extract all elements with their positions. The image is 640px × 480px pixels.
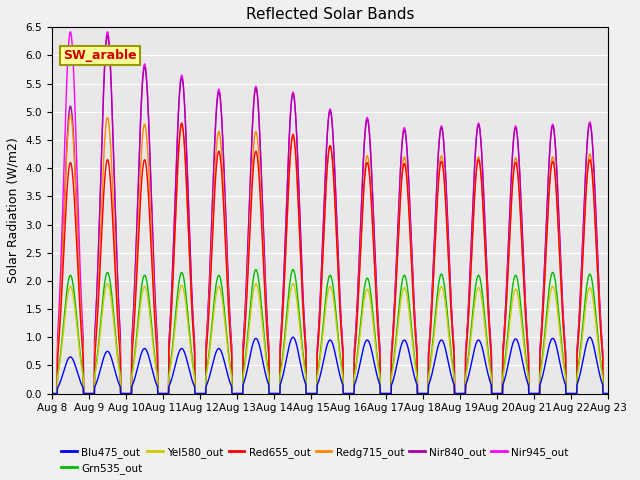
Nir840_out: [492, 391, 500, 396]
Red655_out: [178, 120, 186, 126]
Blu475_out: [203, 382, 211, 387]
Blu475_out: [556, 356, 563, 362]
Yel580_out: [604, 391, 612, 396]
Nir945_out: [604, 391, 612, 396]
Grn535_out: [492, 391, 500, 396]
Line: Nir945_out: Nir945_out: [52, 32, 608, 394]
Blu475_out: [48, 391, 56, 396]
Yel580_out: [48, 391, 56, 396]
Grn535_out: [203, 366, 211, 372]
Nir840_out: [104, 33, 111, 38]
Yel580_out: [571, 391, 579, 396]
Redg715_out: [492, 391, 500, 396]
Grn535_out: [346, 391, 354, 396]
Title: Reflected Solar Bands: Reflected Solar Bands: [246, 7, 414, 22]
Nir840_out: [204, 324, 211, 330]
Nir840_out: [571, 391, 579, 396]
Nir840_out: [48, 391, 56, 396]
Blu475_out: [571, 391, 579, 396]
Redg715_out: [571, 391, 579, 396]
Nir945_out: [571, 391, 579, 396]
Nir840_out: [346, 391, 354, 396]
Legend: Blu475_out, Grn535_out, Yel580_out, Red655_out, Redg715_out, Nir840_out, Nir945_: Blu475_out, Grn535_out, Yel580_out, Red6…: [57, 443, 573, 478]
Yel580_out: [204, 367, 211, 373]
Grn535_out: [556, 314, 563, 320]
Yel580_out: [556, 324, 563, 329]
Red655_out: [204, 337, 211, 343]
Blu475_out: [492, 391, 500, 396]
Yel580_out: [346, 391, 354, 396]
Nir945_out: [556, 222, 563, 228]
Red655_out: [556, 245, 563, 251]
Redg715_out: [346, 391, 354, 396]
Red655_out: [604, 391, 612, 396]
Line: Nir840_out: Nir840_out: [52, 36, 608, 394]
Yel580_out: [492, 391, 500, 396]
Red655_out: [346, 391, 354, 396]
Y-axis label: Solar Radiation (W/m2): Solar Radiation (W/m2): [7, 138, 20, 283]
Line: Yel580_out: Yel580_out: [52, 284, 608, 394]
Yel580_out: [104, 281, 111, 287]
Nir945_out: [204, 324, 211, 329]
Grn535_out: [48, 391, 56, 396]
Blu475_out: [358, 350, 366, 356]
Nir945_out: [358, 180, 366, 185]
Nir840_out: [556, 223, 563, 228]
Redg715_out: [358, 209, 366, 215]
Line: Blu475_out: Blu475_out: [52, 337, 608, 394]
Blu475_out: [604, 391, 612, 396]
Redg715_out: [556, 242, 563, 248]
Grn535_out: [571, 391, 579, 396]
Redg715_out: [48, 391, 56, 396]
Nir945_out: [67, 29, 74, 35]
Redg715_out: [204, 333, 211, 338]
Blu475_out: [346, 391, 354, 396]
Text: SW_arable: SW_arable: [63, 49, 136, 62]
Blu475_out: [289, 335, 297, 340]
Yel580_out: [358, 311, 366, 317]
Red655_out: [571, 391, 579, 396]
Grn535_out: [252, 267, 260, 273]
Nir945_out: [492, 391, 500, 396]
Nir945_out: [48, 391, 56, 396]
Red655_out: [492, 391, 500, 396]
Nir840_out: [604, 391, 612, 396]
Nir945_out: [346, 391, 354, 396]
Line: Grn535_out: Grn535_out: [52, 270, 608, 394]
Grn535_out: [358, 302, 366, 308]
Red655_out: [358, 214, 366, 220]
Redg715_out: [67, 112, 74, 118]
Grn535_out: [604, 391, 612, 396]
Line: Red655_out: Red655_out: [52, 123, 608, 394]
Nir840_out: [358, 181, 366, 187]
Red655_out: [48, 391, 56, 396]
Redg715_out: [604, 391, 612, 396]
Line: Redg715_out: Redg715_out: [52, 115, 608, 394]
